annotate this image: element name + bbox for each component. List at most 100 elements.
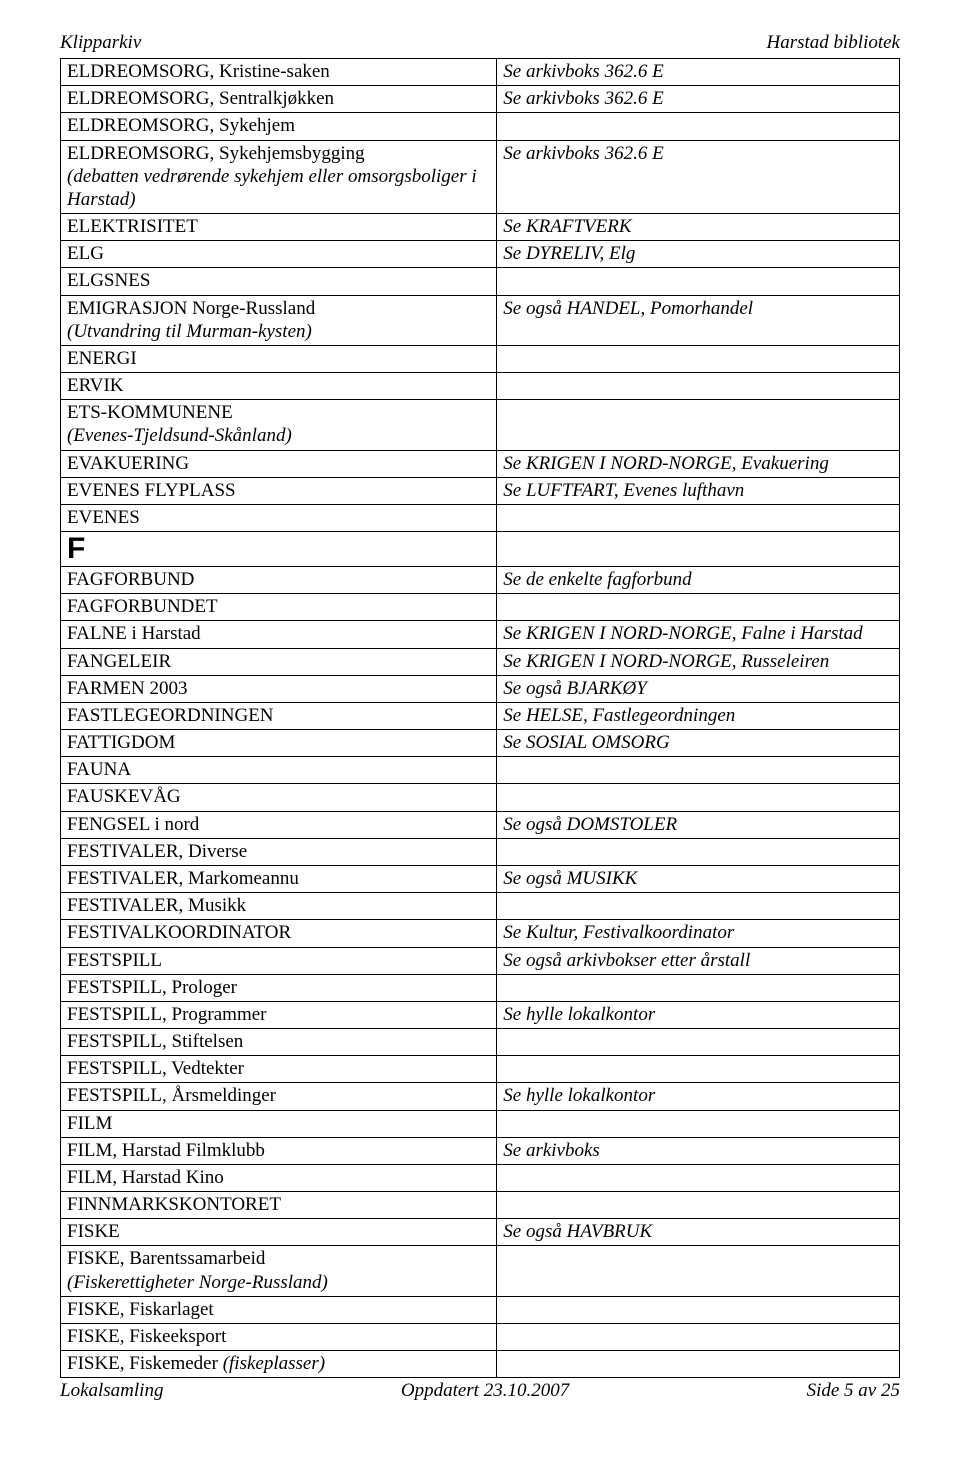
entry-reference [497,757,900,784]
table-row: FESTSPILL, Prologer [61,974,900,1001]
entry-term: FATTIGDOM [61,730,497,757]
entry-reference: Se hylle lokalkontor [497,1083,900,1110]
entry-reference: Se hylle lokalkontor [497,1001,900,1028]
table-row: ELDREOMSORG, SentralkjøkkenSe arkivboks … [61,86,900,113]
entry-term: FARMEN 2003 [61,675,497,702]
entry-term: FESTIVALER, Musikk [61,893,497,920]
table-row: FESTIVALKOORDINATORSe Kultur, Festivalko… [61,920,900,947]
entry-reference: Se LUFTFART, Evenes lufthavn [497,477,900,504]
entry-reference [497,268,900,295]
table-row: ETS-KOMMUNENE(Evenes-Tjeldsund-Skånland) [61,400,900,450]
table-row: ELDREOMSORG, Sykehjem [61,113,900,140]
entry-reference: Se også HANDEL, Pomorhandel [497,295,900,345]
table-row: FAUNA [61,757,900,784]
footer-center: Oppdatert 23.10.2007 [401,1380,569,1402]
entry-term: FILM, Harstad Filmklubb [61,1137,497,1164]
entry-term: FESTSPILL, Programmer [61,1001,497,1028]
table-row: FILM, Harstad Kino [61,1164,900,1191]
entry-term: FESTSPILL, Prologer [61,974,497,1001]
table-row: FAGFORBUNDET [61,594,900,621]
header-left: Klipparkiv [60,32,141,54]
table-row: ELEKTRISITETSe KRAFTVERK [61,214,900,241]
entry-term: EMIGRASJON Norge-Russland(Utvandring til… [61,295,497,345]
entry-term: FAGFORBUND [61,567,497,594]
entry-term: FESTSPILL, Årsmeldinger [61,1083,497,1110]
entry-reference [497,594,900,621]
entry-reference [497,1246,900,1296]
entry-reference: Se også BJARKØY [497,675,900,702]
entry-reference: Se SOSIAL OMSORG [497,730,900,757]
entry-reference: Se KRIGEN I NORD-NORGE, Falne i Harstad [497,621,900,648]
entry-term: FISKE, Barentssamarbeid(Fiskerettigheter… [61,1246,497,1296]
entry-term: FALNE i Harstad [61,621,497,648]
table-row: ERVIK [61,373,900,400]
entry-term: FISKE, Fiskeeksport [61,1323,497,1350]
table-row: FESTIVALER, Musikk [61,893,900,920]
table-row: FASTLEGEORDNINGENSe HELSE, Fastlegeordni… [61,702,900,729]
entry-term: FESTSPILL, Vedtekter [61,1056,497,1083]
entry-reference [497,1192,900,1219]
table-row: FAUSKEVÅG [61,784,900,811]
entry-term: ELDREOMSORG, Sykehjem [61,113,497,140]
entry-reference: Se arkivboks 362.6 E [497,86,900,113]
table-row: FENGSEL i nordSe også DOMSTOLER [61,811,900,838]
table-row: ELDREOMSORG, Sykehjemsbygging(debatten v… [61,140,900,214]
table-row: FESTIVALER, Diverse [61,838,900,865]
table-row: FISKE, Fiskemeder (fiskeplasser) [61,1351,900,1378]
section-letter-row: F [61,532,900,567]
entry-reference: Se også arkivbokser etter årstall [497,947,900,974]
table-row: FISKE, Fiskarlaget [61,1296,900,1323]
entry-term: ELDREOMSORG, Kristine-saken [61,59,497,86]
entry-term: FAUSKEVÅG [61,784,497,811]
entry-term: FESTSPILL [61,947,497,974]
entry-term: FENGSEL i nord [61,811,497,838]
table-row: FILM [61,1110,900,1137]
entry-reference: Se arkivboks [497,1137,900,1164]
table-row: FANGELEIRSe KRIGEN I NORD-NORGE, Russele… [61,648,900,675]
entry-reference [497,1056,900,1083]
entry-term: FINNMARKSKONTORET [61,1192,497,1219]
section-letter: F [61,532,497,567]
footer-right: Side 5 av 25 [807,1380,900,1402]
entry-reference [497,1323,900,1350]
entry-term: FESTIVALKOORDINATOR [61,920,497,947]
entry-reference [497,504,900,531]
entry-term: ELGSNES [61,268,497,295]
entry-term: FESTSPILL, Stiftelsen [61,1029,497,1056]
entry-term: ETS-KOMMUNENE(Evenes-Tjeldsund-Skånland) [61,400,497,450]
entry-reference [497,838,900,865]
entry-term: EVAKUERING [61,450,497,477]
entry-reference: Se også HAVBRUK [497,1219,900,1246]
entry-term: ELDREOMSORG, Sykehjemsbygging(debatten v… [61,140,497,214]
table-row: FISKESe også HAVBRUK [61,1219,900,1246]
table-row: FINNMARKSKONTORET [61,1192,900,1219]
entry-reference [497,893,900,920]
table-row: FESTIVALER, MarkomeannuSe også MUSIKK [61,865,900,892]
entry-reference: Se arkivboks 362.6 E [497,59,900,86]
entry-reference [497,373,900,400]
table-row: FESTSPILL, ProgrammerSe hylle lokalkonto… [61,1001,900,1028]
entry-reference: Se KRIGEN I NORD-NORGE, Evakuering [497,450,900,477]
entry-reference: Se KRIGEN I NORD-NORGE, Russeleiren [497,648,900,675]
entry-reference: Se også DOMSTOLER [497,811,900,838]
entry-reference: Se de enkelte fagforbund [497,567,900,594]
entry-term: FISKE, Fiskemeder (fiskeplasser) [61,1351,497,1378]
entry-term: ELG [61,241,497,268]
entry-reference [497,1296,900,1323]
entry-term: FASTLEGEORDNINGEN [61,702,497,729]
entry-reference [497,1164,900,1191]
table-row: FAGFORBUNDSe de enkelte fagforbund [61,567,900,594]
page-footer: Lokalsamling Oppdatert 23.10.2007 Side 5… [60,1380,900,1402]
entry-reference: Se arkivboks 362.6 E [497,140,900,214]
entry-reference [497,784,900,811]
entry-reference [497,1029,900,1056]
table-row: FALNE i HarstadSe KRIGEN I NORD-NORGE, F… [61,621,900,648]
entry-term: EVENES FLYPLASS [61,477,497,504]
table-row: FISKE, Barentssamarbeid(Fiskerettigheter… [61,1246,900,1296]
table-row: FESTSPILLSe også arkivbokser etter årsta… [61,947,900,974]
entry-reference [497,345,900,372]
entry-reference [497,400,900,450]
entry-term: ERVIK [61,373,497,400]
entry-term: EVENES [61,504,497,531]
table-row: EVENES FLYPLASSSe LUFTFART, Evenes lufth… [61,477,900,504]
